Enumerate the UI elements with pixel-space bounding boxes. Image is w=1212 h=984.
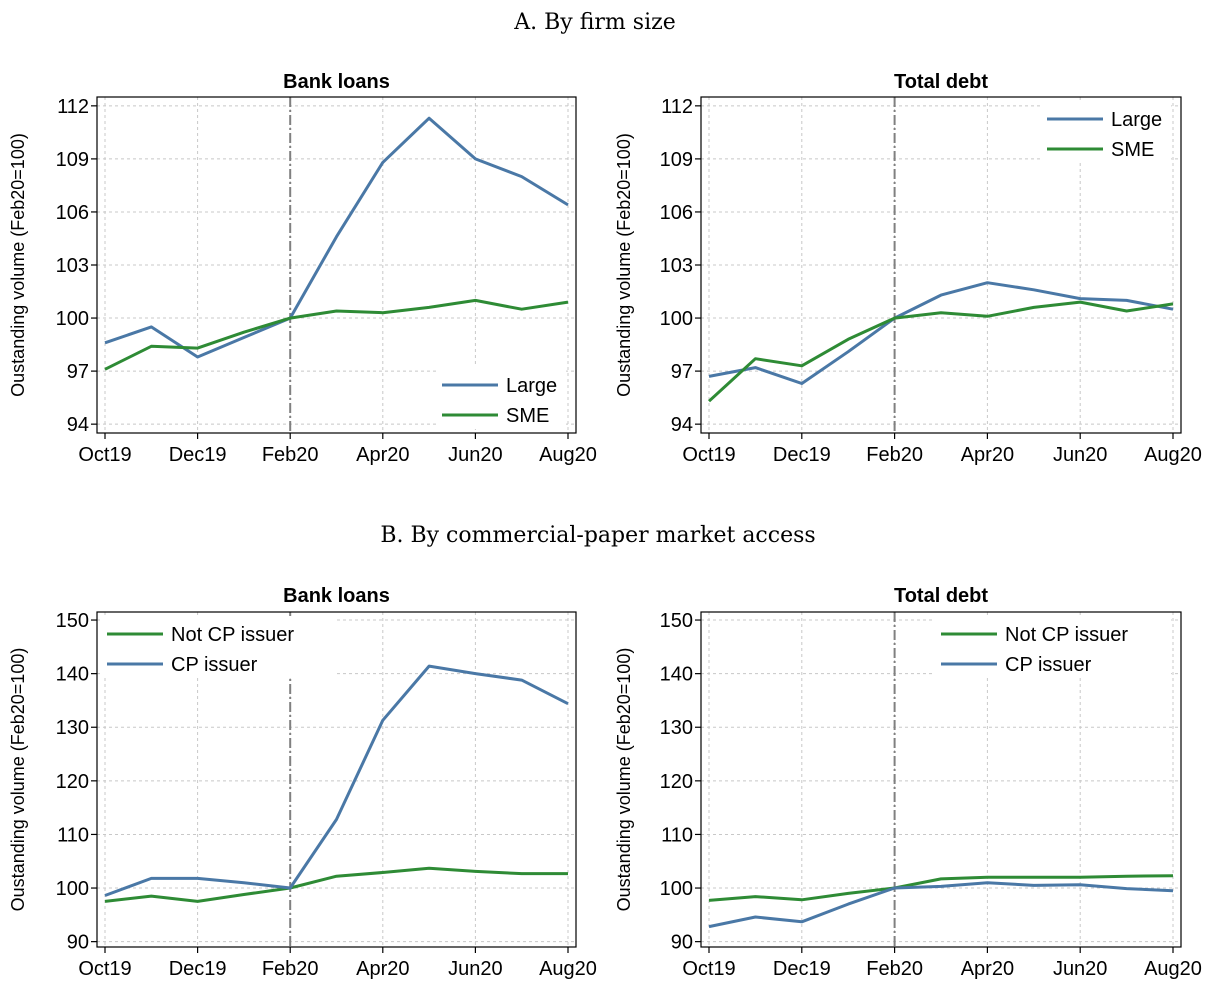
y-tick-label: 97 (67, 361, 89, 383)
series-line-sme (104, 298, 569, 371)
y-tick-label: 94 (67, 414, 89, 436)
y-tick-label: 130 (660, 717, 693, 739)
legend-label: Large (1111, 109, 1162, 131)
plot-frame (700, 611, 1182, 948)
x-tick-label: Feb20 (866, 444, 923, 466)
y-tick-label: 112 (57, 96, 89, 118)
y-axis-label: Oustanding volume (Feb20=100) (614, 133, 634, 397)
legend-label: SME (506, 405, 549, 427)
y-tick-label: 120 (660, 771, 693, 793)
x-tick-label: Apr20 (961, 444, 1014, 466)
y-tick-label: 112 (661, 96, 693, 118)
series-line-sme (707, 300, 1174, 403)
chart-panel: Total debt Oustanding volume (Feb20=100) 9… (614, 585, 1202, 980)
panel-title: Bank loans (283, 71, 390, 93)
chart-panel: Bank loans Oustanding volume (Feb20=100) 9… (8, 71, 597, 466)
x-tick-label: Dec19 (169, 958, 227, 980)
y-tick-label: 97 (671, 361, 693, 383)
y-tick-label: 120 (56, 771, 89, 793)
legend: Not CP issuer CP issuer (101, 616, 337, 678)
section-title-a: A. By firm size (513, 10, 675, 35)
x-tick-label: Aug20 (539, 958, 597, 980)
y-tick-label: 109 (660, 149, 693, 171)
y-tick-label: 110 (661, 824, 693, 846)
x-tick-label: Dec19 (169, 444, 227, 466)
panel-title: Total debt (894, 585, 988, 607)
x-tick-label: Aug20 (1144, 958, 1202, 980)
x-tick-label: Aug20 (539, 444, 597, 466)
x-tick-label: Apr20 (356, 958, 409, 980)
series-line-not-cp-issuer (708, 874, 1174, 902)
series-line-cp-issuer (104, 664, 569, 897)
y-tick-label: 110 (57, 824, 89, 846)
x-tick-label: Oct19 (78, 958, 131, 980)
legend-background (101, 616, 337, 678)
series-line-large (104, 116, 569, 359)
y-tick-label: 90 (671, 932, 693, 954)
plot-frame (96, 611, 577, 948)
series-line-not-cp-issuer (104, 866, 568, 903)
x-tick-label: Oct19 (682, 444, 735, 466)
legend-label: SME (1111, 139, 1154, 161)
legend-background (1041, 101, 1171, 163)
legend-label: Large (506, 375, 557, 397)
y-tick-label: 109 (56, 149, 89, 171)
y-tick-label: 100 (56, 308, 89, 330)
y-tick-label: 130 (56, 717, 89, 739)
y-tick-label: 100 (660, 308, 693, 330)
y-tick-label: 90 (67, 932, 89, 954)
y-axis-label: Oustanding volume (Feb20=100) (8, 133, 28, 397)
y-tick-label: 103 (56, 255, 89, 277)
panels: Bank loans Oustanding volume (Feb20=100) 9… (8, 71, 1202, 980)
y-tick-label: 140 (660, 664, 693, 686)
plot-frame (700, 96, 1182, 434)
legend-background (436, 367, 566, 429)
legend-label: Not CP issuer (1005, 624, 1128, 646)
panel-title: Total debt (894, 71, 988, 93)
section-title-b: B. By commercial-paper market access (380, 523, 815, 548)
x-tick-label: Dec19 (773, 958, 831, 980)
x-tick-label: Jun20 (448, 444, 503, 466)
x-tick-label: Dec19 (773, 444, 831, 466)
y-tick-label: 100 (56, 878, 89, 900)
x-tick-label: Aug20 (1144, 444, 1202, 466)
y-tick-label: 106 (660, 202, 693, 224)
panel-title: Bank loans (283, 585, 390, 607)
legend-label: Not CP issuer (171, 624, 294, 646)
legend: Large SME (1041, 101, 1171, 163)
y-tick-label: 106 (56, 202, 89, 224)
x-tick-label: Jun20 (1053, 958, 1108, 980)
series-line-large (708, 281, 1174, 385)
x-tick-label: Oct19 (78, 444, 131, 466)
y-tick-label: 94 (671, 414, 693, 436)
series-line-cp-issuer (708, 881, 1174, 929)
x-tick-label: Jun20 (1053, 444, 1108, 466)
y-tick-label: 103 (660, 255, 693, 277)
x-tick-label: Feb20 (866, 958, 923, 980)
x-tick-label: Jun20 (448, 958, 503, 980)
x-tick-label: Feb20 (262, 958, 319, 980)
chart-panel: Bank loans Oustanding volume (Feb20=100) 9… (8, 585, 597, 980)
legend: Large SME (436, 367, 566, 429)
y-tick-label: 150 (56, 610, 89, 632)
y-tick-label: 150 (660, 610, 693, 632)
legend: Not CP issuer CP issuer (935, 616, 1171, 678)
legend-label: CP issuer (171, 654, 258, 676)
x-tick-label: Feb20 (262, 444, 319, 466)
y-axis-label: Oustanding volume (Feb20=100) (614, 648, 634, 912)
plot-frame (96, 96, 577, 434)
chart-panel: Total debt Oustanding volume (Feb20=100) 9… (614, 71, 1202, 466)
legend-background (935, 616, 1171, 678)
x-tick-label: Oct19 (682, 958, 735, 980)
y-tick-label: 100 (660, 878, 693, 900)
y-tick-label: 140 (56, 664, 89, 686)
x-tick-label: Apr20 (356, 444, 409, 466)
x-tick-label: Apr20 (961, 958, 1014, 980)
legend-label: CP issuer (1005, 654, 1092, 676)
y-axis-label: Oustanding volume (Feb20=100) (8, 648, 28, 912)
